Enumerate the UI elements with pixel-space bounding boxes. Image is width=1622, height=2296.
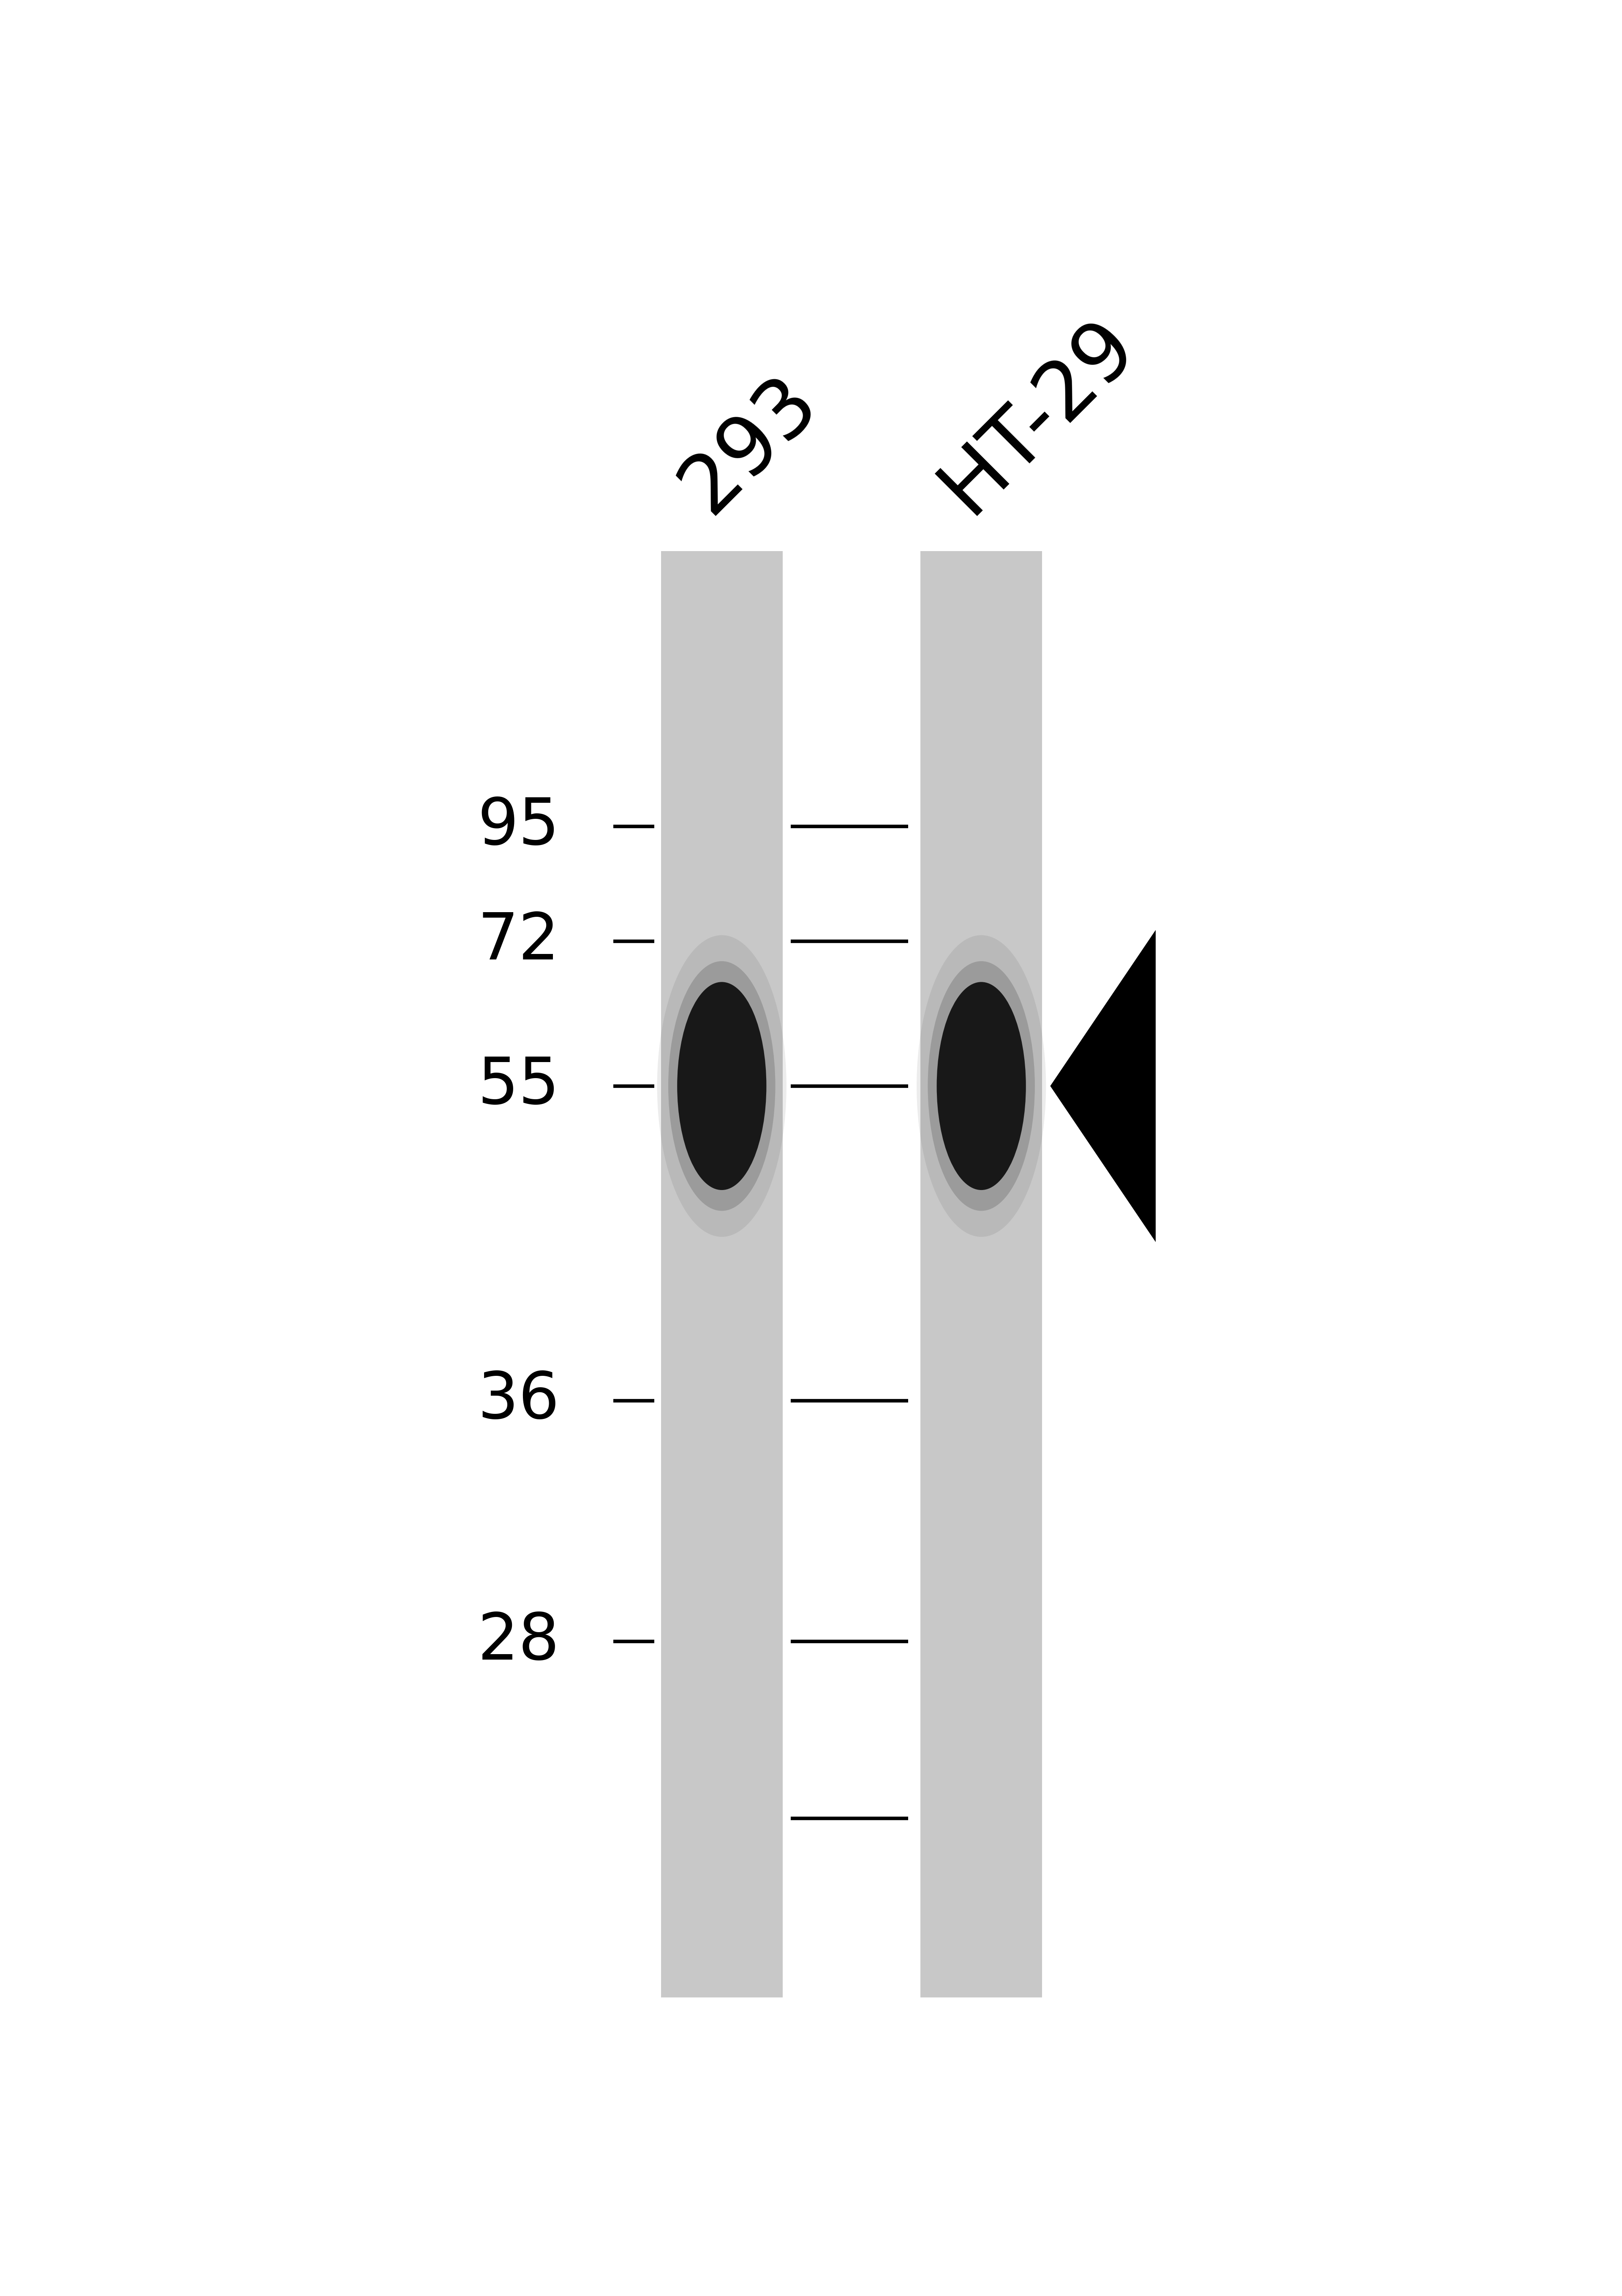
Bar	[662, 551, 783, 1998]
Text: 55: 55	[477, 1054, 560, 1118]
Text: 72: 72	[477, 909, 560, 974]
Text: HT-29: HT-29	[925, 303, 1150, 528]
Bar	[920, 551, 1041, 1998]
Ellipse shape	[928, 962, 1035, 1210]
Text: 95: 95	[477, 794, 560, 859]
Ellipse shape	[676, 983, 766, 1189]
Ellipse shape	[938, 983, 1025, 1189]
Text: 36: 36	[477, 1368, 560, 1433]
Text: 293: 293	[665, 360, 832, 528]
Ellipse shape	[668, 962, 775, 1210]
Ellipse shape	[916, 934, 1046, 1238]
Polygon shape	[1049, 930, 1155, 1242]
Ellipse shape	[657, 934, 787, 1238]
Text: 28: 28	[477, 1609, 560, 1674]
